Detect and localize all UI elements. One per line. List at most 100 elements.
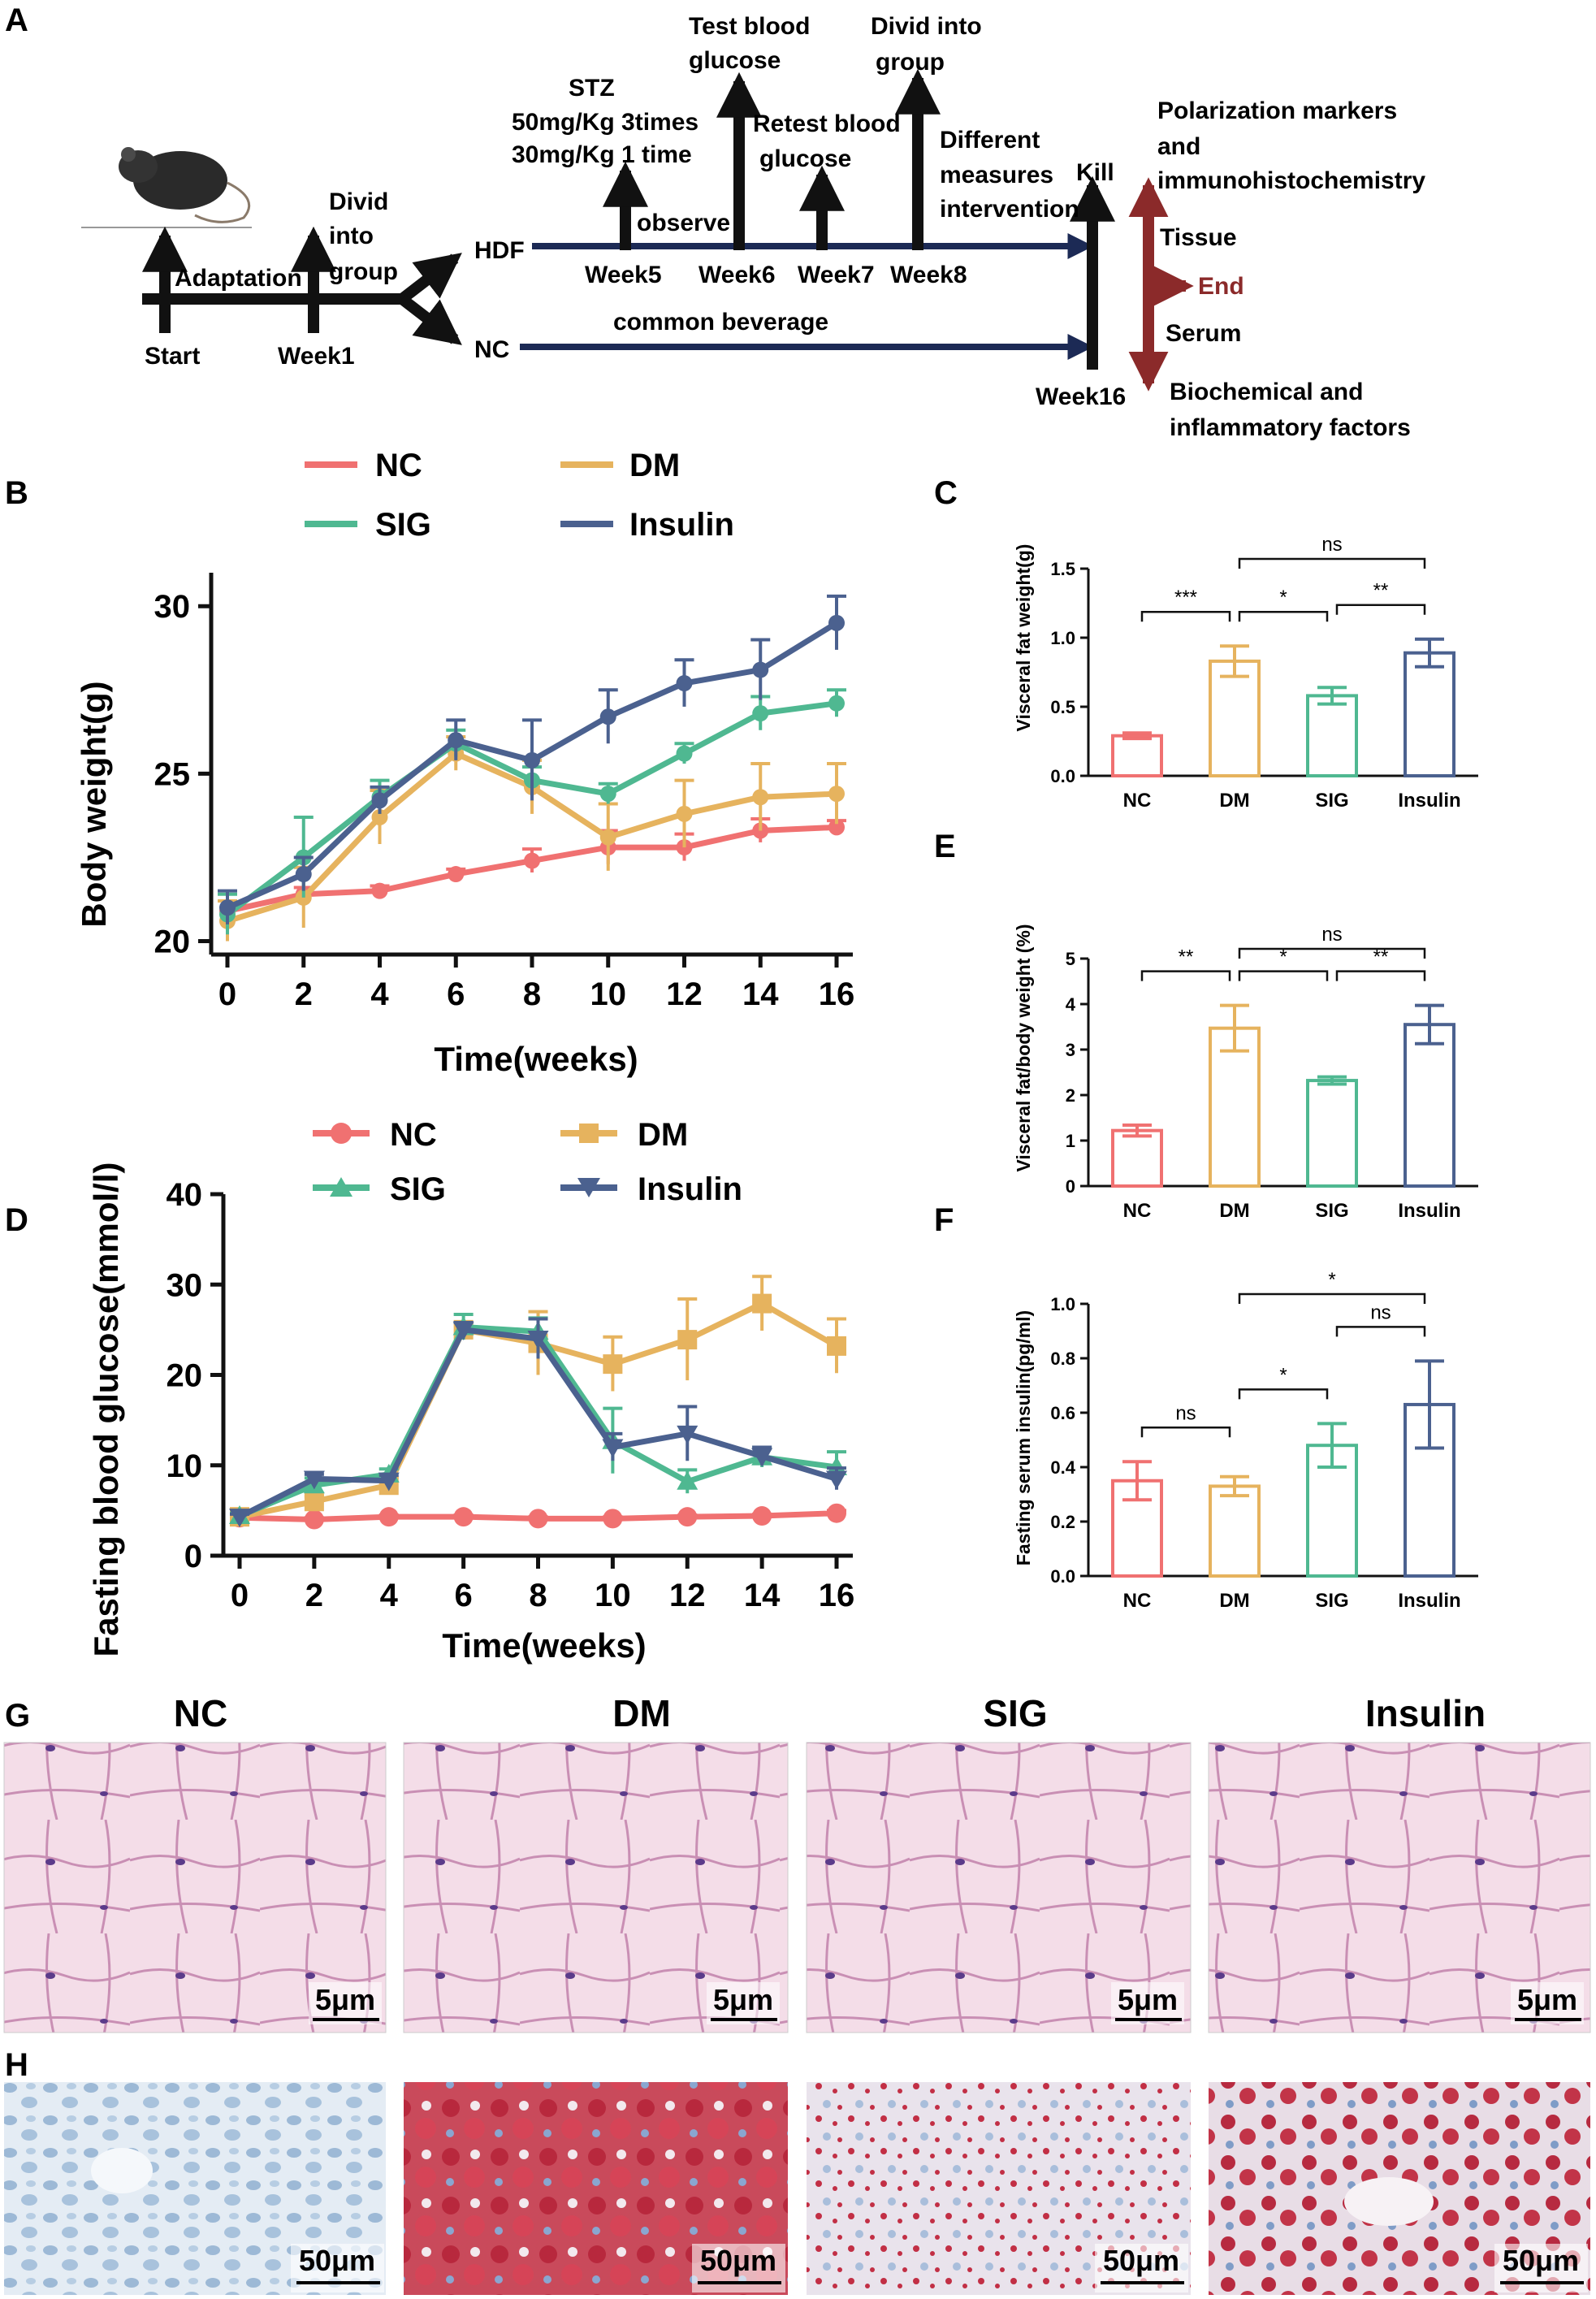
chartD-sig-label-0: ** <box>1179 946 1194 968</box>
chartE-point-insulin-4 <box>527 1331 549 1349</box>
chartD-bar-sig <box>1306 1079 1358 1188</box>
chartC-bar-insulin <box>1404 651 1455 778</box>
g-scale-text-3: 5μm <box>1118 1983 1178 2016</box>
chartB-xtick-label-3: 6 <box>447 976 465 1012</box>
chart-e-xlabel: Time(weeks) <box>442 1626 646 1665</box>
chartC-xtick-label-3: Insulin <box>1398 790 1460 812</box>
label-diff-2: measures <box>940 162 1053 188</box>
legend-e-sig: SIG <box>390 1171 446 1207</box>
chartB-xtick-label-5: 10 <box>590 976 627 1012</box>
chartB-point-insulin-2 <box>371 792 388 809</box>
chartB-xtick-label-4: 8 <box>523 976 541 1012</box>
chartB-point-insulin-1 <box>295 866 312 883</box>
chartB-point-nc-2 <box>371 882 388 899</box>
chartF-ytick-label-5: 1.0 <box>1050 1294 1075 1314</box>
chartF-sig-label-1: * <box>1279 1364 1287 1386</box>
chartD-xtick-label-2: SIG <box>1315 1200 1348 1222</box>
chartE-point-nc-6 <box>677 1507 698 1527</box>
chartE-ytick-label-0: 0 <box>184 1539 202 1574</box>
chartD-sig-bracket-1 <box>1238 970 1329 981</box>
label-diff-1: Different <box>940 127 1040 154</box>
legend-e-insulin: Insulin <box>638 1171 742 1207</box>
chartE-xtick-label-6: 12 <box>669 1578 706 1613</box>
legend-b-sig: SIG <box>375 507 431 543</box>
chartE-point-nc-2 <box>378 1507 399 1527</box>
panel-e-glucose-chart: D NC DM SIG Insulin 0 10 20 30 40 0 2 4 6 8 10 12 14… <box>5 1117 854 1665</box>
chartB-point-dm-2 <box>371 808 388 825</box>
label-divid-1: Divid <box>329 188 388 215</box>
chartC-ytick-label-2: 1.0 <box>1050 628 1075 648</box>
chartC-ytick-label-1: 0.5 <box>1050 697 1075 717</box>
chartD-ytick-label-3: 3 <box>1066 1040 1075 1060</box>
label-week5: Week5 <box>585 262 662 288</box>
mouse-icon <box>81 147 252 228</box>
label-serum: Serum <box>1166 320 1241 347</box>
chartC-bar-dm <box>1209 659 1261 778</box>
label-test-1: Test blood <box>689 13 810 40</box>
panel-label-e: D <box>5 1202 28 1238</box>
chartB-xtick-label-6: 12 <box>666 976 703 1012</box>
chartC-sig-label-0: *** <box>1174 587 1197 608</box>
legend-b-insulin: Insulin <box>629 507 734 543</box>
panel-label-h: H <box>5 2047 28 2083</box>
panel-label-a: A <box>5 2 28 38</box>
chartE-xtick-label-7: 14 <box>744 1578 781 1613</box>
chartE-ytick-label-1: 10 <box>167 1448 203 1484</box>
chartC-sig-label-3: ns <box>1321 534 1342 556</box>
label-divid2-1: Divid into <box>871 13 982 40</box>
chartF-sig-label-2: ns <box>1370 1301 1391 1323</box>
h-scale-text-4: 50μm <box>1503 2244 1579 2277</box>
chartC-sig-label-1: * <box>1279 587 1287 608</box>
chartB-xtick-label-8: 16 <box>819 976 855 1012</box>
chartE-point-insulin-6 <box>677 1425 699 1444</box>
chartE-ytick-label-3: 30 <box>167 1267 203 1303</box>
chartE-point-nc-8 <box>827 1503 846 1523</box>
chartF-ytick-label-3: 0.6 <box>1050 1403 1075 1423</box>
chartD-xtick-label-0: NC <box>1123 1200 1152 1222</box>
chartE-point-dm-6 <box>677 1330 698 1350</box>
chart-e-plot: 0 10 20 30 40 0 2 4 6 8 10 12 14 16 <box>167 1177 855 1613</box>
panel-h-oil-red-staining: H 50μm 50μm 50μm 50μm <box>4 2047 1590 2295</box>
label-week7: Week7 <box>798 262 875 288</box>
panel-label-d: E <box>934 829 956 864</box>
g-scale-text-4: 5μm <box>1517 1983 1577 2016</box>
chartB-point-nc-4 <box>524 852 540 869</box>
label-divid2-2: group <box>876 49 945 76</box>
chartB-point-dm-5 <box>599 829 616 846</box>
chartD-bar-nc <box>1111 1128 1163 1188</box>
label-polarization-1: Polarization markers <box>1157 97 1397 124</box>
g-image-nc <box>3 1742 387 2033</box>
chart-b-ylabel: Body weight(g) <box>75 681 113 927</box>
h-scale-bars: 50μm 50μm 50μm 50μm <box>291 2244 1588 2293</box>
label-stz-2: 50mg/Kg 3times <box>512 109 699 136</box>
chartD-ytick-label-0: 0 <box>1066 1176 1075 1197</box>
chartC-sig-label-2: ** <box>1373 580 1389 602</box>
chart-c-ylabel: Visceral fat weight(g) <box>1013 544 1034 732</box>
chartE-point-nc-4 <box>528 1509 548 1529</box>
chartD-sig-label-3: ns <box>1321 924 1342 946</box>
h-vessel-insulin <box>1344 2177 1434 2226</box>
label-polarization-3: immunohistochemistry <box>1157 167 1425 194</box>
label-tissue: Tissue <box>1160 224 1237 251</box>
chartB-point-insulin-0 <box>219 899 236 916</box>
chartE-point-nc-5 <box>603 1509 623 1529</box>
legend-b-nc: NC <box>375 448 422 483</box>
chartE-xtick-label-8: 16 <box>819 1578 855 1613</box>
label-stz-1: STZ <box>569 75 615 102</box>
label-stz-3: 30mg/Kg 1 time <box>512 141 692 168</box>
chartB-point-nc-3 <box>448 866 465 883</box>
chart-b-plot: 20 25 30 0 2 4 6 8 10 12 14 16 <box>154 573 855 1012</box>
chartF-sig-label-0: ns <box>1175 1402 1196 1424</box>
label-week6: Week6 <box>699 262 776 288</box>
chartB-ytick-label-1: 25 <box>154 756 191 792</box>
chartB-xtick-label-1: 2 <box>295 976 313 1012</box>
legend-e-sig-marker <box>330 1177 353 1197</box>
label-diff-3: intervention <box>940 196 1079 223</box>
legend-e-insulin-marker <box>577 1178 600 1197</box>
chartB-xtick-label-0: 0 <box>218 976 236 1012</box>
label-divid-2: into <box>329 223 374 249</box>
chartE-xtick-label-5: 10 <box>595 1578 631 1613</box>
chartB-xtick-label-2: 4 <box>370 976 389 1012</box>
g-scale-bg-2 <box>707 1982 780 2024</box>
